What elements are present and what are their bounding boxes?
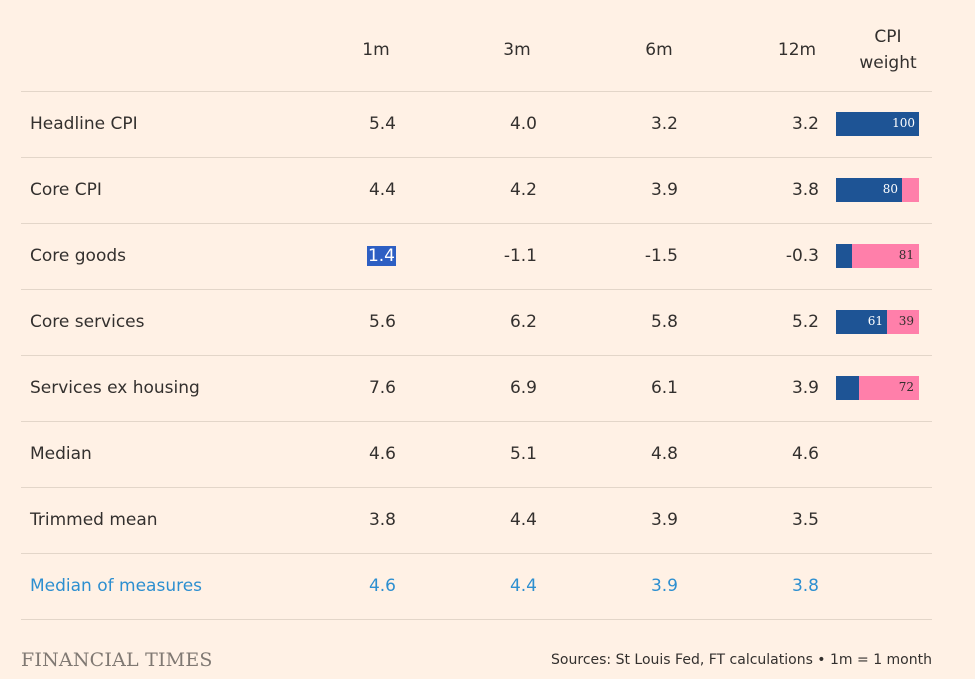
value-cell-3m: 6.9 xyxy=(509,378,537,398)
column-header-1m: 1m xyxy=(362,40,390,60)
weight-bar-core xyxy=(836,244,852,268)
source-note: Sources: St Louis Fed, FT calculations •… xyxy=(551,652,932,668)
table-header: 1m 3m 6m 12m CPI weight xyxy=(21,0,932,92)
column-header-weight-line2: weight xyxy=(859,53,917,73)
value-cell-6m: 3.9 xyxy=(650,510,678,530)
value-cell-3m: 6.2 xyxy=(509,312,537,332)
value-cell-12m: 5.2 xyxy=(791,312,819,332)
value-cell-1m: 1.4 xyxy=(336,246,396,266)
value-cell-3m: 4.4 xyxy=(509,576,537,596)
table-row: Trimmed mean 3.8 4.4 3.9 3.5 xyxy=(21,488,932,554)
value-cell-6m: -1.5 xyxy=(644,246,678,266)
table-row: Core services 5.6 6.2 5.8 5.2 61 39 xyxy=(21,290,932,356)
highlighted-value: 1.4 xyxy=(366,246,396,266)
table-row: Core CPI 4.4 4.2 3.9 3.8 80 xyxy=(21,158,932,224)
value-cell-6m: 3.2 xyxy=(650,114,678,134)
column-header-weight-line1: CPI xyxy=(874,27,902,47)
value-cell-1m: 5.6 xyxy=(368,312,396,332)
value-cell-3m: 4.2 xyxy=(509,180,537,200)
value-cell-6m: 4.8 xyxy=(650,444,678,464)
cpi-table: 1m 3m 6m 12m CPI weight Headline CPI 5.4 4… xyxy=(21,0,932,620)
value-cell-3m: 4.4 xyxy=(509,510,537,530)
row-label: Core services xyxy=(30,312,145,332)
column-header-6m: 6m xyxy=(645,40,673,60)
weight-bar: 61 39 xyxy=(836,310,919,334)
row-label: Trimmed mean xyxy=(30,510,158,530)
value-cell-1m: 4.4 xyxy=(368,180,396,200)
value-cell-1m: 7.6 xyxy=(368,378,396,398)
weight-rest-label: 72 xyxy=(898,380,914,394)
ft-logo: FINANCIAL TIMES xyxy=(21,649,213,671)
value-cell-12m: 3.5 xyxy=(791,510,819,530)
weight-bar: 72 xyxy=(836,376,919,400)
table-body: Headline CPI 5.4 4.0 3.2 3.2 100 Core CPI 4.4 4.… xyxy=(21,92,932,620)
value-cell-1m: 5.4 xyxy=(368,114,396,134)
weight-bar: 81 xyxy=(836,244,919,268)
weight-core-label: 100 xyxy=(892,116,915,130)
table-row: Core goods 1.4 -1.1 -1.5 -0.3 81 xyxy=(21,224,932,290)
value-cell-3m: 4.0 xyxy=(509,114,537,134)
value-cell-12m: 3.9 xyxy=(791,378,819,398)
weight-bar-core xyxy=(836,178,902,202)
weight-bar: 80 xyxy=(836,178,919,202)
weight-bar-core xyxy=(836,112,919,136)
row-label: Headline CPI xyxy=(30,114,138,134)
value-cell-12m: 4.6 xyxy=(791,444,819,464)
value-cell-12m: 3.2 xyxy=(791,114,819,134)
weight-core-label: 80 xyxy=(882,182,898,196)
table-row: Services ex housing 7.6 6.9 6.1 3.9 72 xyxy=(21,356,932,422)
row-label: Core CPI xyxy=(30,180,102,200)
value-cell-6m: 5.8 xyxy=(650,312,678,332)
weight-rest-label: 81 xyxy=(898,248,914,262)
weight-core-label: 61 xyxy=(867,314,883,328)
weight-bar: 100 xyxy=(836,112,919,136)
value-cell-6m: 3.9 xyxy=(650,180,678,200)
row-label: Services ex housing xyxy=(30,378,200,398)
value-cell-1m: 4.6 xyxy=(368,444,396,464)
table-row: Median of measures 4.6 4.4 3.9 3.8 xyxy=(21,554,932,620)
weight-bar-core xyxy=(836,310,887,334)
value-cell-1m: 4.6 xyxy=(368,576,396,596)
value-cell-3m: 5.1 xyxy=(509,444,537,464)
column-header-3m: 3m xyxy=(503,40,531,60)
row-label: Median of measures xyxy=(30,576,203,596)
weight-rest-label: 39 xyxy=(898,314,914,328)
value-cell-6m: 3.9 xyxy=(650,576,678,596)
weight-bar-core xyxy=(836,376,859,400)
row-label: Core goods xyxy=(30,246,126,266)
value-cell-12m: -0.3 xyxy=(785,246,819,266)
value-cell-3m: -1.1 xyxy=(503,246,537,266)
table-row: Headline CPI 5.4 4.0 3.2 3.2 100 xyxy=(21,92,932,158)
value-cell-1m: 3.8 xyxy=(368,510,396,530)
value-cell-12m: 3.8 xyxy=(791,180,819,200)
value-cell-6m: 6.1 xyxy=(650,378,678,398)
table-row: Median 4.6 5.1 4.8 4.6 xyxy=(21,422,932,488)
row-label: Median xyxy=(30,444,92,464)
value-cell-12m: 3.8 xyxy=(791,576,819,596)
column-header-12m: 12m xyxy=(777,40,817,60)
